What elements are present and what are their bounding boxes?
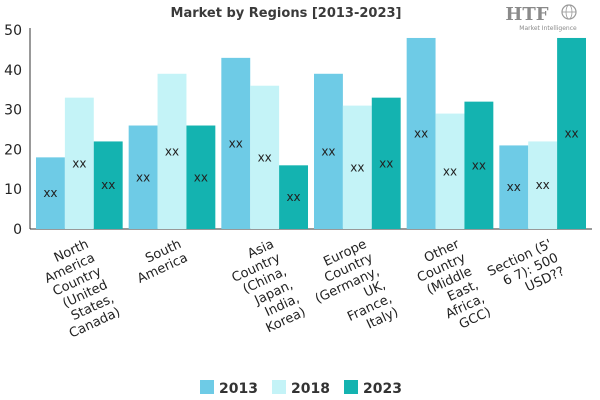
data-label: xx <box>136 170 150 184</box>
x-tick-label-2: AsiaCountry(China,Japan,India,Korea) <box>223 237 308 341</box>
logo-text: HTF <box>505 4 548 25</box>
bar-2018-1 <box>157 73 187 229</box>
y-tick-label: 30 <box>4 103 22 119</box>
data-label: xx <box>194 170 208 184</box>
y-tick-label: 40 <box>4 63 22 79</box>
data-label: xx <box>43 186 57 200</box>
bar-2018-3 <box>342 105 372 229</box>
bar-2018-2 <box>250 85 280 229</box>
bar-2023-3 <box>371 97 401 229</box>
data-label: xx <box>414 126 428 140</box>
y-tick-label: 20 <box>4 142 22 158</box>
data-label: xx <box>72 156 86 170</box>
legend-label-2013: 2013 <box>219 381 258 397</box>
bar-2013-0 <box>36 157 65 229</box>
y-tick-label: 50 <box>4 23 22 39</box>
bar-2023-4 <box>464 101 494 229</box>
data-label: xx <box>472 158 486 172</box>
legend-swatch-2018 <box>272 380 286 394</box>
bar-2013-2 <box>221 57 251 229</box>
legend-swatch-2023 <box>344 380 358 394</box>
legend: 2013 2018 2023 <box>200 380 402 397</box>
data-label: xx <box>443 164 457 178</box>
bar-2013-5 <box>499 145 529 229</box>
bar-2018-4 <box>435 113 465 229</box>
htf-logo: HTF Market Intelligence <box>505 4 577 32</box>
bars <box>36 37 586 230</box>
bar-2018-0 <box>64 97 94 229</box>
data-label: xx <box>229 136 243 150</box>
x-axis-labels: NorthAmericaCountry(UnitedStates,Canada)… <box>35 237 567 348</box>
data-label: xx <box>350 160 364 174</box>
bar-2013-3 <box>314 73 343 229</box>
y-tick-label: 0 <box>13 222 22 238</box>
bar-2013-4 <box>406 37 436 230</box>
data-label: xx <box>564 126 578 140</box>
x-tick-label-3: EuropeCountry(Germany,UK,France,Italy) <box>300 237 401 348</box>
data-label: xx <box>379 156 393 170</box>
axes <box>29 28 592 230</box>
data-label: xx <box>536 178 550 192</box>
data-label: xx <box>507 180 521 194</box>
bar-2023-0 <box>93 141 123 229</box>
legend-label-2018: 2018 <box>291 381 330 397</box>
x-tick-label-5: Section (5'6 7): 500USD?? <box>485 237 567 307</box>
bar-2023-1 <box>186 125 216 229</box>
legend-swatch-2013 <box>200 380 214 394</box>
y-tick-label: 10 <box>4 182 22 198</box>
data-label: xx <box>321 144 335 158</box>
bar-2023-5 <box>557 37 586 230</box>
data-labels: xx xx xx xx xx xx xx xx xx xx xx xx xx xx xx xx xx xx <box>43 126 578 204</box>
chart-title: Market by Regions [2013-2023] <box>171 6 402 21</box>
bar-2018-5 <box>528 141 558 229</box>
data-label: xx <box>165 144 179 158</box>
bar-2023-2 <box>279 165 308 229</box>
globe-icon <box>561 4 577 20</box>
data-label: xx <box>258 150 272 164</box>
legend-label-2023: 2023 <box>363 381 402 397</box>
data-label: xx <box>286 190 300 204</box>
x-tick-label-4: OtherCountry(MiddleEast,Africa,GCC) <box>409 237 494 341</box>
y-axis-ticks: 0 10 20 30 40 50 <box>4 23 22 238</box>
x-tick-label-0: NorthAmericaCountry(UnitedStates,Canada) <box>35 237 123 342</box>
data-label: xx <box>101 178 115 192</box>
bar-2013-1 <box>128 125 158 229</box>
logo-subtext: Market Intelligence <box>519 25 577 32</box>
x-tick-label-1: SouthAmerica <box>129 237 190 287</box>
